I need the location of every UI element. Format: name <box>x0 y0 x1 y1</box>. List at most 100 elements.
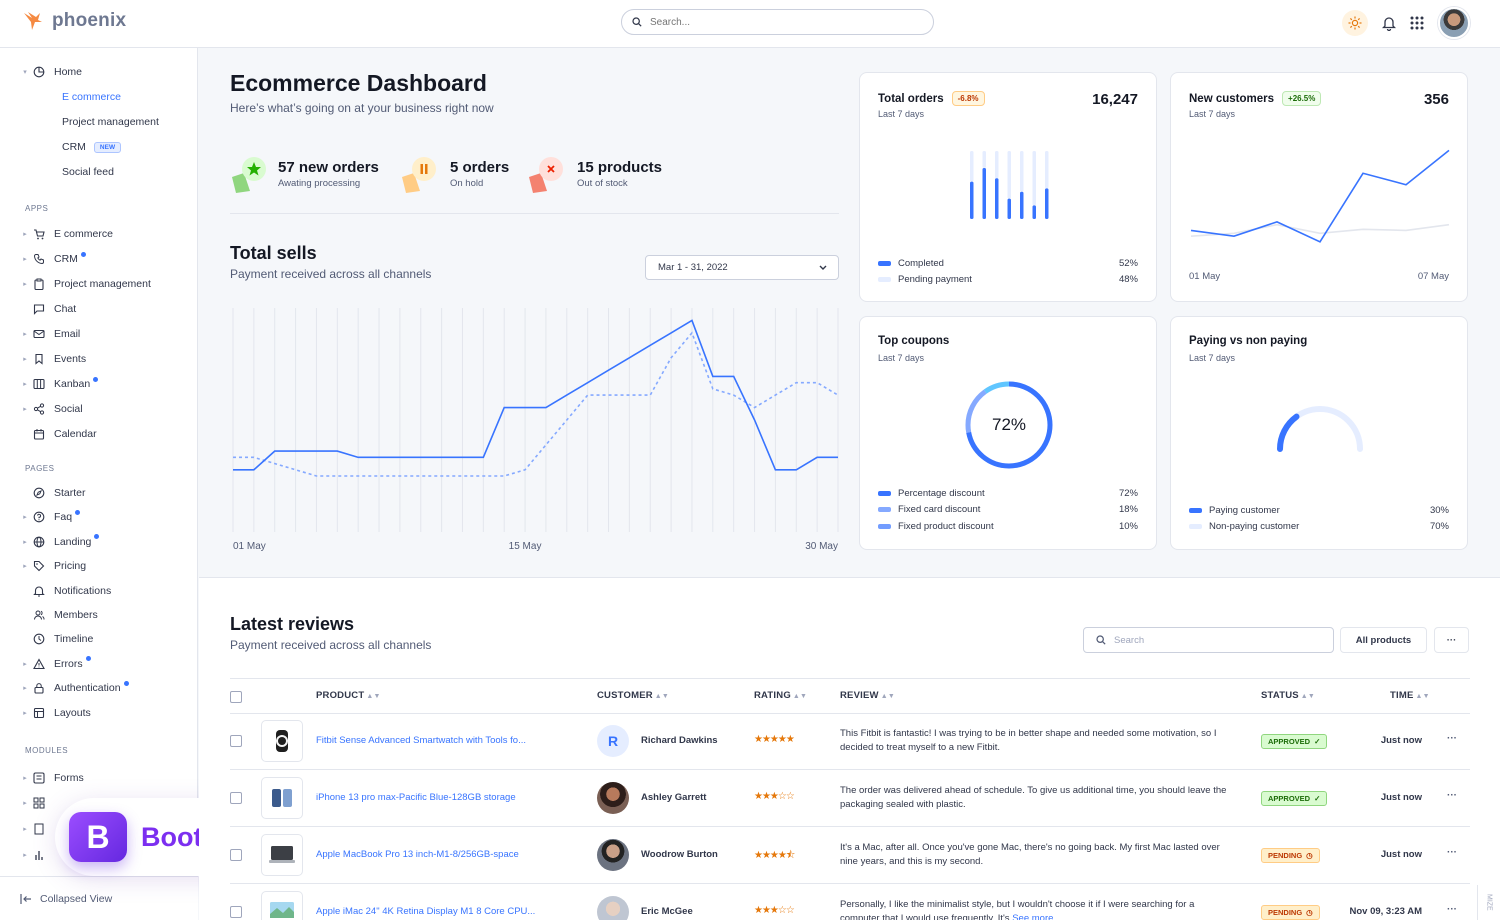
sidebar-item-landing[interactable]: ▸ Landing <box>0 532 100 552</box>
sidebar-item-home[interactable]: ▾ Home <box>0 62 82 82</box>
gauge-track <box>1277 406 1363 452</box>
global-search-box[interactable] <box>621 9 934 35</box>
total-sells-title: Total sells <box>230 243 317 263</box>
sidebar-item-module-4[interactable]: ▸ <box>0 845 54 865</box>
row-checkbox[interactable] <box>230 792 242 804</box>
product-link[interactable]: Apple iMac 24" 4K Retina Display M1 8 Co… <box>316 906 536 917</box>
review-body: The order was delivered ahead of schedul… <box>840 785 1227 810</box>
legend-label: Percentage discount <box>898 487 985 499</box>
chevron-right-icon: ▸ <box>23 356 27 363</box>
sidebar-item-label: Kanban <box>54 378 91 390</box>
chevron-right-icon: ▸ <box>23 563 27 571</box>
app-logo[interactable]: phoenix <box>22 10 126 32</box>
product-link[interactable]: Apple MacBook Pro 13 inch-M1-8/256GB-spa… <box>316 849 519 860</box>
product-thumbnail[interactable] <box>261 834 303 876</box>
product-link[interactable]: iPhone 13 pro max-Pacific Blue-128GB sto… <box>316 792 516 803</box>
customer-name[interactable]: Ashley Garrett <box>641 792 707 803</box>
sidebar-item-layouts[interactable]: ▸ Layouts <box>0 703 91 723</box>
phone-icon <box>32 252 46 266</box>
layout-icon <box>32 706 46 720</box>
sidebar-item-project-management[interactable]: ▸ Project management <box>0 274 151 294</box>
see-more-link[interactable]: See more <box>1012 913 1054 920</box>
x-tick-label: 15 May <box>509 541 542 552</box>
customer-avatar[interactable] <box>597 839 629 871</box>
customer-avatar[interactable] <box>597 782 629 814</box>
status-label: APPROVED <box>1268 794 1311 803</box>
sidebar-item-pricing[interactable]: ▸ Pricing <box>0 556 86 576</box>
stat-subtitle: On hold <box>450 178 484 189</box>
top-navbar: phoenix <box>0 0 1500 48</box>
sidebar-subitem-project-management[interactable]: Project management <box>0 112 159 132</box>
check-icon: ✓ <box>1314 737 1321 746</box>
global-search-input[interactable] <box>650 16 890 28</box>
row-checkbox[interactable] <box>230 906 242 918</box>
column-header-rating[interactable]: RATING ▲▼ <box>754 690 807 701</box>
legend-completed: Completed 52% <box>878 256 1138 270</box>
more-options-button[interactable]: ··· <box>1434 627 1469 653</box>
product-link[interactable]: Fitbit Sense Advanced Smartwatch with To… <box>316 735 526 746</box>
customize-tab[interactable]: MIZE <box>1477 885 1500 920</box>
column-header-customer[interactable]: CUSTOMER ▲▼ <box>597 690 669 701</box>
apps-grid-icon[interactable] <box>1410 16 1424 30</box>
copy-icon <box>32 822 46 836</box>
legend-label: Non-paying customer <box>1209 520 1300 532</box>
sidebar-item-label: Errors <box>54 657 83 670</box>
sidebar-subitem-social-feed[interactable]: Social feed <box>0 162 114 182</box>
series-line-previous <box>233 331 839 477</box>
review-body: This Fitbit is fantastic! I was trying t… <box>840 728 1217 753</box>
sidebar-item-faq[interactable]: ▸ Faq <box>0 507 81 527</box>
row-checkbox[interactable] <box>230 849 242 861</box>
user-avatar[interactable] <box>1438 7 1470 39</box>
reviews-title: Latest reviews <box>230 614 355 634</box>
column-header-time[interactable]: TIME ▲▼ <box>1390 690 1430 701</box>
customer-avatar[interactable] <box>597 896 629 920</box>
sidebar-item-label: Forms <box>54 772 84 784</box>
sidebar-subitem-crm[interactable]: CRM NEW <box>0 137 122 157</box>
reviews-search-input[interactable]: Search <box>1083 627 1334 653</box>
sidebar-item-module-3[interactable]: ▸ <box>0 819 54 839</box>
sidebar-item-kanban[interactable]: ▸ Kanban <box>0 374 99 394</box>
row-checkbox[interactable] <box>230 735 242 747</box>
collapse-sidebar-button[interactable]: Collapsed View <box>0 876 198 920</box>
product-thumbnail[interactable] <box>261 891 303 920</box>
customer-name[interactable]: Woodrow Burton <box>641 849 718 860</box>
customer-name[interactable]: Eric McGee <box>641 906 693 917</box>
globe-icon <box>32 535 46 549</box>
row-actions-button[interactable]: ··· <box>1447 847 1457 858</box>
sidebar-item-starter[interactable]: Starter <box>0 483 86 503</box>
product-thumbnail[interactable] <box>261 720 303 762</box>
card-title: New customers +26.5% <box>1189 91 1322 106</box>
customer-name[interactable]: Richard Dawkins <box>641 735 718 746</box>
row-actions-button[interactable]: ··· <box>1447 790 1457 801</box>
sidebar-subitem-ecommerce[interactable]: E commerce <box>0 87 121 107</box>
bell-icon[interactable] <box>1382 16 1396 31</box>
sidebar-item-timeline[interactable]: Timeline <box>0 629 93 649</box>
sidebar-item-crm[interactable]: ▸ CRM <box>0 249 86 269</box>
bar-completed <box>995 178 999 219</box>
sidebar-item-errors[interactable]: ▸ Errors <box>0 654 91 674</box>
legend-swatch <box>878 490 891 496</box>
sort-icon: ▲▼ <box>792 693 808 700</box>
sidebar-item-module-2[interactable]: ▸ <box>0 793 54 813</box>
sidebar-item-events[interactable]: ▸ Events <box>0 349 86 369</box>
sidebar-item-notifications[interactable]: Notifications <box>0 581 111 601</box>
sidebar-item-forms[interactable]: ▸ Forms <box>0 768 84 788</box>
row-actions-button[interactable]: ··· <box>1447 904 1457 915</box>
column-header-status[interactable]: STATUS ▲▼ <box>1261 690 1315 701</box>
theme-toggle-button[interactable] <box>1342 10 1368 36</box>
sidebar-item-calendar[interactable]: Calendar <box>0 424 97 444</box>
column-header-product[interactable]: PRODUCT ▲▼ <box>316 690 381 701</box>
select-all-checkbox[interactable] <box>230 691 242 703</box>
column-header-review[interactable]: REVIEW ▲▼ <box>840 690 895 701</box>
sidebar-item-chat[interactable]: Chat <box>0 299 76 319</box>
all-products-button[interactable]: All products <box>1340 627 1427 653</box>
sidebar-item-email[interactable]: ▸ Email <box>0 324 80 344</box>
product-thumbnail[interactable] <box>261 777 303 819</box>
sidebar-item-members[interactable]: Members <box>0 605 98 625</box>
date-range-select[interactable]: Mar 1 - 31, 2022 <box>645 255 839 280</box>
sidebar-item-e-commerce[interactable]: ▸ E commerce <box>0 224 113 244</box>
sidebar-item-social[interactable]: ▸ Social <box>0 399 82 419</box>
sidebar-item-authentication[interactable]: ▸ Authentication <box>0 678 129 698</box>
row-actions-button[interactable]: ··· <box>1447 733 1457 744</box>
customer-avatar[interactable]: R <box>597 725 629 757</box>
